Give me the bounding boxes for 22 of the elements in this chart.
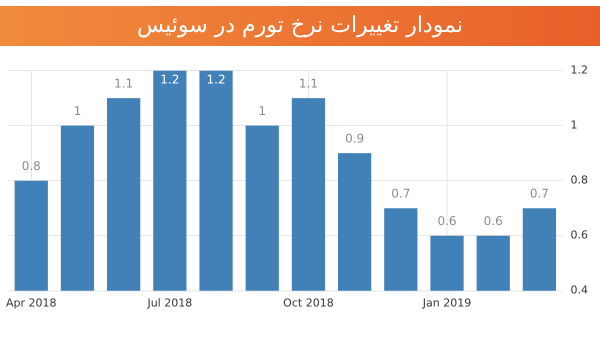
data-label: 1.2 [160, 72, 180, 87]
data-label: 0.7 [530, 186, 549, 200]
data-label: 1.2 [206, 72, 226, 87]
x-tick-label: Jul 2018 [146, 296, 192, 310]
x-tick-label: Oct 2018 [283, 296, 334, 310]
chart-title: نمودار تغییرات نرخ تورم در سوئیس [0, 6, 600, 46]
y-tick-label: 1 [570, 118, 578, 132]
data-label: 0.7 [391, 186, 410, 200]
data-label: 1 [74, 104, 82, 118]
data-label: 0.6 [437, 214, 457, 228]
x-tick-label: Apr 2018 [6, 296, 57, 310]
x-tick-label: Jan 2019 [422, 296, 472, 310]
data-label: 1.1 [114, 76, 134, 90]
data-label: 0.9 [345, 131, 364, 146]
y-tick-label: 0.6 [570, 228, 588, 242]
data-label: 1 [258, 104, 266, 118]
data-label: 0.6 [484, 214, 503, 228]
data-label: 1.1 [298, 76, 318, 90]
y-tick-label: 0.8 [570, 174, 588, 187]
y-tick-label: 0.4 [570, 284, 588, 297]
data-label: 0.8 [22, 158, 41, 173]
y-tick-label: 1.2 [570, 63, 588, 76]
